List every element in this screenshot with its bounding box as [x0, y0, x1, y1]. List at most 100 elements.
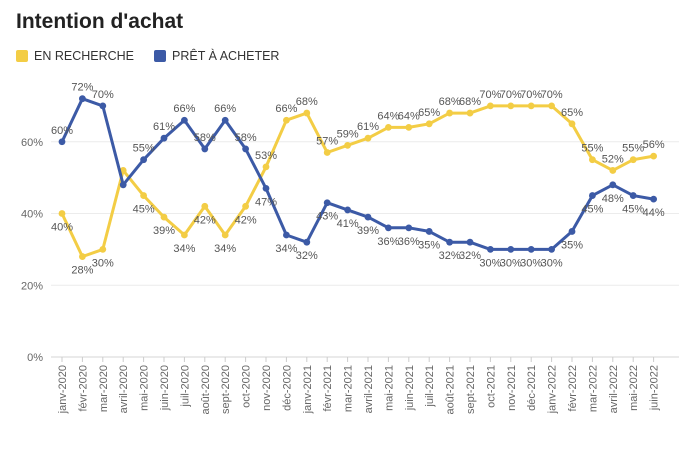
data-point	[58, 210, 66, 217]
data-label: 70%	[500, 89, 522, 101]
x-tick-label: juil-2021	[424, 365, 436, 408]
data-label: 66%	[214, 103, 236, 115]
data-label: 47%	[255, 196, 277, 208]
data-point	[425, 228, 433, 235]
data-point	[79, 253, 86, 260]
x-tick-label: avril-2021	[363, 365, 375, 413]
data-label: 70%	[92, 89, 114, 101]
x-tick-label: nov-2020	[261, 365, 273, 411]
data-label: 45%	[581, 204, 603, 216]
x-tick-label: mai-2020	[139, 365, 151, 411]
data-point	[140, 156, 148, 164]
x-tick-label: mai-2022	[628, 365, 640, 411]
data-label: 68%	[459, 96, 481, 108]
x-tick-label: juin-2022	[649, 365, 661, 411]
data-label: 45%	[622, 204, 644, 216]
data-point	[119, 181, 127, 189]
data-point	[507, 245, 515, 253]
series-line-pret-a-acheter	[60, 97, 656, 251]
data-point	[385, 224, 392, 232]
data-label: 42%	[194, 214, 216, 226]
x-tick-label: janv-2022	[547, 365, 559, 414]
chart-title: Intention d'achat	[16, 10, 184, 33]
x-tick-label: oct-2021	[485, 365, 497, 408]
data-label: 52%	[602, 153, 624, 165]
data-point	[119, 167, 127, 174]
data-label: 40%	[51, 222, 73, 234]
data-point	[650, 152, 657, 160]
data-point	[589, 192, 596, 199]
data-label: 30%	[479, 257, 501, 269]
data-point	[568, 228, 576, 235]
data-label: 43%	[316, 211, 338, 223]
data-point	[425, 120, 433, 128]
data-point	[609, 167, 617, 174]
data-label: 66%	[275, 103, 297, 115]
data-label: 60%	[51, 125, 73, 137]
data-label: 57%	[316, 136, 338, 148]
data-label: 68%	[439, 96, 461, 108]
data-point	[262, 163, 270, 171]
data-point	[446, 109, 453, 117]
data-point	[99, 245, 107, 253]
data-label: 68%	[296, 96, 318, 108]
data-label: 39%	[357, 225, 379, 237]
data-point	[303, 238, 311, 246]
y-tick-label: 0%	[27, 352, 43, 364]
data-point	[323, 199, 331, 207]
data-label: 32%	[459, 250, 481, 262]
data-label: 30%	[541, 257, 563, 269]
data-label: 42%	[235, 214, 257, 226]
data-point	[201, 202, 209, 210]
legend: EN RECHERCHE PRÊT À ACHETER	[16, 49, 299, 63]
data-label: 34%	[275, 243, 297, 255]
data-label: 64%	[398, 110, 420, 122]
x-tick-label: déc-2021	[526, 365, 538, 411]
x-tick-label: déc-2020	[281, 365, 293, 411]
data-point	[405, 124, 413, 131]
data-point	[405, 224, 413, 232]
data-label: 70%	[541, 89, 563, 101]
data-point	[364, 213, 372, 221]
x-tick-label: avril-2020	[118, 365, 130, 413]
x-tick-label: août-2021	[445, 365, 457, 415]
x-tick-label: juin-2021	[404, 365, 416, 411]
data-point	[303, 109, 311, 117]
data-label: 32%	[296, 250, 318, 262]
data-point	[527, 245, 535, 253]
legend-label-pret-a-acheter: PRÊT À ACHETER	[172, 49, 280, 63]
data-point	[221, 116, 229, 124]
x-tick-label: nov-2021	[506, 365, 518, 411]
data-point	[323, 149, 331, 156]
data-point	[629, 192, 637, 199]
data-label: 55%	[622, 143, 644, 155]
data-point	[609, 181, 617, 189]
x-tick-label: mar-2022	[587, 365, 599, 412]
x-tick-label: sept-2021	[465, 365, 477, 414]
legend-item-en-recherche: EN RECHERCHE	[16, 49, 134, 63]
y-tick-label: 20%	[21, 280, 43, 292]
data-point	[548, 245, 555, 253]
data-point	[221, 231, 229, 239]
data-point	[181, 116, 188, 124]
data-label: 45%	[133, 204, 155, 216]
data-point	[140, 192, 148, 199]
x-tick-label: oct-2020	[241, 365, 253, 408]
data-label: 61%	[357, 121, 379, 133]
x-tick-label: juil-2020	[179, 365, 191, 408]
data-point	[58, 138, 66, 146]
data-point	[364, 134, 372, 142]
data-label: 58%	[194, 132, 216, 144]
legend-item-pret-a-acheter: PRÊT À ACHETER	[154, 49, 279, 63]
data-point	[283, 116, 290, 124]
data-label: 66%	[173, 103, 195, 115]
x-tick-label: mar-2021	[343, 365, 355, 412]
data-point	[548, 102, 555, 110]
data-point	[99, 102, 107, 110]
data-point	[160, 134, 168, 142]
data-point	[487, 245, 494, 253]
data-point	[568, 120, 576, 128]
data-point	[181, 231, 188, 239]
x-tick-label: mar-2020	[98, 365, 110, 412]
